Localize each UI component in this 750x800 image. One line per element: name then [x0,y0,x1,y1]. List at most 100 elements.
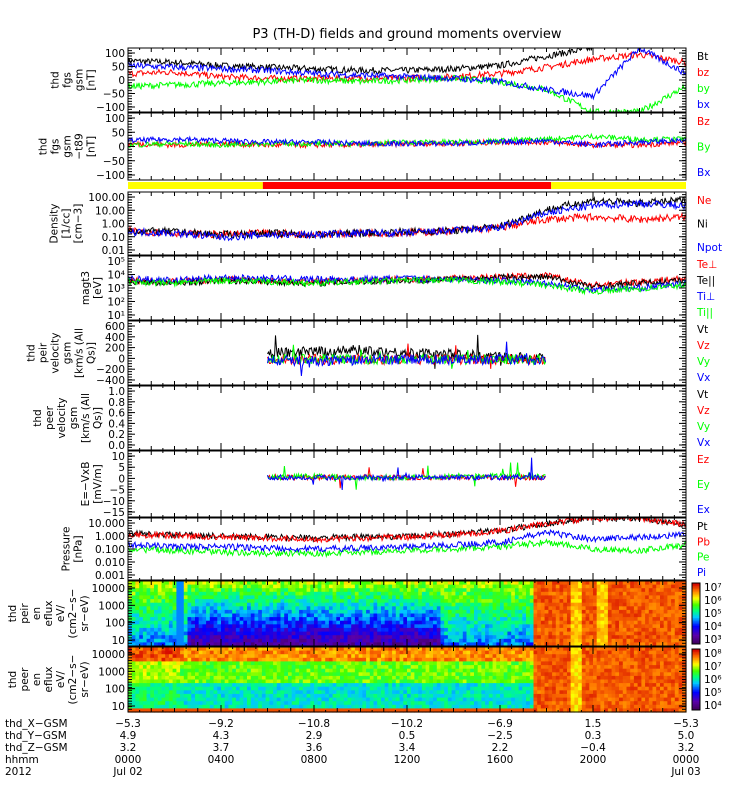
spectrogram-cell [410,635,415,640]
spectrogram-cell [436,624,442,629]
spectrogram-cell [593,635,598,640]
spectrogram-cell [314,599,319,604]
spectrogram-cell [682,581,687,586]
spectrogram-cell [340,602,345,607]
spectrogram-cell [187,654,192,659]
spectrogram-cell [235,635,241,640]
spectrogram-cell [615,620,620,625]
spectrogram-cell [671,609,676,615]
spectrogram-cell [436,591,442,596]
spectrogram-cell [217,591,222,596]
spectrogram-cell [500,613,505,618]
spectrogram-cell [217,697,222,702]
spectrogram-cell [578,635,583,640]
panel-1-traces [128,132,686,150]
spectrogram-cell [221,657,226,662]
spectrogram-cell [425,620,430,625]
spectrogram-cell [552,642,557,647]
spectrogram-cell [183,665,189,670]
spectrogram-cell [243,606,248,611]
spectrogram-cell [637,613,642,618]
spectrogram-cell [447,581,453,586]
spectrogram-cell [198,697,203,702]
panel-2-traces [128,195,686,242]
spectrogram-cell [462,591,468,596]
spectrogram-cell [600,620,605,625]
spectrogram-cell [161,708,166,713]
spectrogram-cell [232,595,237,600]
spectrogram-cell [362,606,367,611]
spectrogram-cell [488,617,494,622]
spectrogram-cell [302,631,308,636]
spectrogram-cell [492,620,497,625]
spectrogram-cell [228,591,233,596]
spectrogram-cell [563,609,568,615]
spectrogram-cell [139,690,144,695]
spectrogram-cell [183,672,189,677]
spectrogram-cell [533,602,538,607]
spectrogram-cell [265,627,270,633]
spectrogram-cell [261,581,267,586]
spectrogram-cell [607,581,613,586]
spectrogram-cell [358,584,363,589]
spectrogram-cell [433,635,438,640]
y-axis-label: −t89 [73,133,85,159]
spectrogram-cell [206,588,211,593]
spectrogram-cell [202,675,207,681]
spectrogram-cell [578,581,583,586]
spectrogram-cell [354,627,360,633]
spectrogram-cell [578,599,583,604]
spectrogram-cell [157,661,163,666]
spectrogram-cell [325,617,330,622]
spectrogram-cell [399,638,404,643]
spectrogram-cell [269,624,274,629]
spectrogram-cell [310,624,315,629]
spectrogram-cell [496,588,501,593]
spectrogram-cell [574,624,579,629]
spectrogram-cell [310,588,315,593]
spectrogram-cell [172,599,177,604]
spectrogram-cell [474,584,479,589]
spectrogram-cell [596,581,601,586]
spectrogram-cell [488,620,494,625]
spectrogram-cell [343,642,349,647]
spectrogram-cell [425,591,430,596]
spectrogram-cell [444,581,449,586]
spectrogram-cell [459,624,464,629]
spectrogram-cell [633,613,639,618]
spectrogram-cell [477,584,482,589]
spectrogram-cell [407,613,412,618]
spectrogram-cell [470,627,475,633]
spectrogram-cell [135,672,140,677]
spectrogram-cell [429,638,434,643]
y-axis-label: [km/s (AllQs)] [80,393,104,443]
spectrogram-cell [306,638,311,643]
spectrogram-cell [314,609,319,615]
spectrogram-cell [191,701,196,706]
spectrogram-cell [180,606,185,611]
spectrogram-cell [622,627,628,633]
spectrogram-cell [135,613,140,618]
spectrogram-cell [381,581,386,586]
spectrogram-cell [168,654,174,659]
spectrogram-cell [202,693,207,699]
spectrogram-cell [187,675,192,681]
spectrogram-cell [165,609,170,615]
spectrogram-ion [128,581,687,647]
spectrogram-cell [622,617,628,622]
spectrogram-cell [306,631,311,636]
spectrogram-cell [522,617,527,622]
spectrogram-cell [265,584,270,589]
spectrogram-cell [191,668,196,673]
spectrogram-cell [381,617,386,622]
spectrogram-cell [165,588,170,593]
spectrogram-cell [362,588,367,593]
spectrogram-cell [451,617,456,622]
colorbar-tick-label: 10³ [704,634,722,646]
spectrogram-cell [451,631,456,636]
spectrogram-cell [224,686,229,691]
spectrogram-cell [377,595,382,600]
spectrogram-cell [180,591,185,596]
spectrogram-cell [247,609,252,615]
spectrogram-cell [168,591,174,596]
